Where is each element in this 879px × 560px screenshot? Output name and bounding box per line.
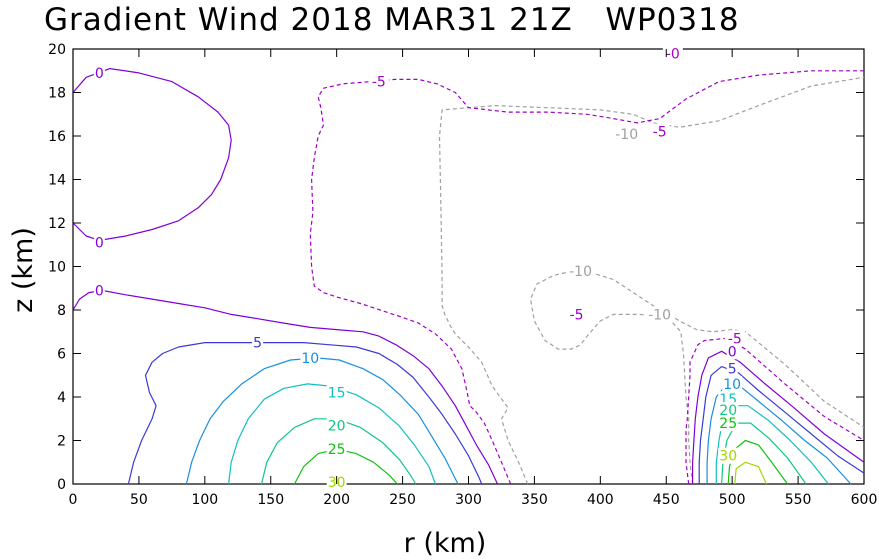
contour-label-bg-7 — [566, 262, 596, 279]
contour-label-bg-4 — [368, 73, 389, 90]
contour-label-bg-9 — [566, 306, 587, 323]
contour-line-1 — [529, 270, 865, 485]
y-tick-label-8: 16 — [48, 129, 66, 145]
y-tick-label-3: 6 — [57, 347, 66, 363]
x-tick-label-2: 100 — [191, 492, 218, 508]
y-tick-label-5: 10 — [48, 260, 66, 276]
contour-label-bg-15 — [722, 375, 743, 392]
contour-label-bg-0 — [93, 64, 105, 81]
x-tick-label-11: 550 — [785, 492, 812, 508]
y-tick-label-2: 4 — [57, 390, 66, 406]
chart-title: Gradient Wind 2018 MAR31 21Z WP0318 — [44, 2, 740, 38]
contour-line-17 — [734, 461, 767, 485]
contour-label-14: 10 — [301, 351, 319, 367]
contour-lines — [72, 67, 865, 485]
contour-label-12: 5 — [253, 336, 262, 352]
contour-line-11 — [228, 383, 437, 485]
y-tick-label-9: 18 — [48, 86, 66, 102]
x-tick-label-3: 150 — [257, 492, 284, 508]
contour-label-bg-1 — [93, 234, 105, 251]
contour-label-bg-16 — [326, 384, 347, 401]
contour-label-20: 25 — [328, 442, 346, 458]
contour-label-2: 0 — [95, 283, 104, 299]
y-tick-label-7: 14 — [48, 173, 66, 189]
contour-label-bg-19 — [718, 402, 739, 419]
x-axis-title: r (km) — [404, 528, 487, 559]
contour-line-3 — [685, 337, 865, 485]
contour-line-5 — [72, 67, 232, 241]
contour-line-7 — [127, 342, 483, 485]
contour-line-2 — [309, 70, 864, 485]
contour-label-19: 20 — [719, 403, 737, 419]
contour-label-16: 15 — [328, 386, 346, 402]
contour-line-4 — [72, 289, 499, 485]
contour-label-7: -10 — [569, 264, 592, 280]
contour-line-9 — [185, 357, 459, 485]
contour-label-8: -10 — [648, 307, 671, 323]
contour-label-bg-14 — [300, 349, 321, 366]
contour-label-0: 0 — [95, 66, 104, 82]
y-tick-label-4: 8 — [57, 303, 66, 319]
contour-line-8 — [698, 366, 865, 484]
contour-label-9: -5 — [570, 307, 584, 323]
x-tick-label-12: 600 — [851, 492, 878, 508]
x-tick-label-9: 450 — [653, 492, 680, 508]
y-tick-label-0: 0 — [57, 477, 66, 493]
contour-label-bg-2 — [93, 282, 105, 299]
x-tick-label-5: 250 — [389, 492, 416, 508]
contour-line-6 — [691, 350, 865, 484]
contour-label-bg-6 — [612, 125, 642, 142]
contour-line-16 — [727, 439, 788, 485]
x-tick-label-1: 50 — [130, 492, 148, 508]
contour-line-12 — [715, 405, 829, 485]
y-axis-title: z (km) — [8, 227, 39, 313]
contour-label-11: 0 — [728, 344, 737, 360]
contour-label-bg-20 — [326, 441, 347, 458]
contour-label-bg-3 — [662, 45, 683, 62]
x-tick-label-8: 400 — [587, 492, 614, 508]
contour-label-21: 25 — [719, 416, 737, 432]
contour-label-bg-18 — [326, 417, 347, 434]
x-tick-label-7: 350 — [521, 492, 548, 508]
x-tick-label-4: 200 — [323, 492, 350, 508]
contour-label-4: -5 — [372, 75, 386, 91]
x-axis: 0 50 100 150 200 250 300 350 400 450 500 550 600 — [69, 49, 878, 508]
contour-label-bg-12 — [252, 334, 264, 351]
contour-label-18: 20 — [328, 418, 346, 434]
contour-label-bg-8 — [645, 306, 675, 323]
contour-label-6: -10 — [615, 127, 638, 143]
contour-label-bg-11 — [726, 343, 738, 360]
contour-label-13: 5 — [728, 362, 737, 378]
x-tick-label-6: 300 — [455, 492, 482, 508]
x-tick-label-0: 0 — [69, 492, 78, 508]
plot-frame — [72, 48, 865, 485]
y-tick-label-10: 20 — [48, 42, 66, 58]
contour-label-bg-22 — [718, 447, 739, 464]
contour-label-15: 10 — [723, 377, 741, 393]
contour-line-0 — [438, 76, 865, 485]
contour-label-3: -0 — [666, 46, 680, 62]
contour-label-bg-13 — [726, 360, 738, 377]
contour-label-22: 30 — [719, 449, 737, 465]
contour-label-5: -5 — [653, 125, 667, 141]
x-tick-label-10: 500 — [719, 492, 746, 508]
y-tick-label-1: 2 — [57, 434, 66, 450]
contour-label-1: 0 — [95, 236, 104, 252]
y-axis: 0 2 4 6 8 10 12 14 16 18 20 — [48, 42, 864, 493]
contour-label-10: -5 — [728, 331, 742, 347]
contour-label-bg-5 — [649, 123, 670, 140]
y-tick-label-6: 12 — [48, 216, 66, 232]
contour-label-bg-21 — [718, 415, 739, 432]
contour-label-bg-10 — [724, 330, 745, 347]
